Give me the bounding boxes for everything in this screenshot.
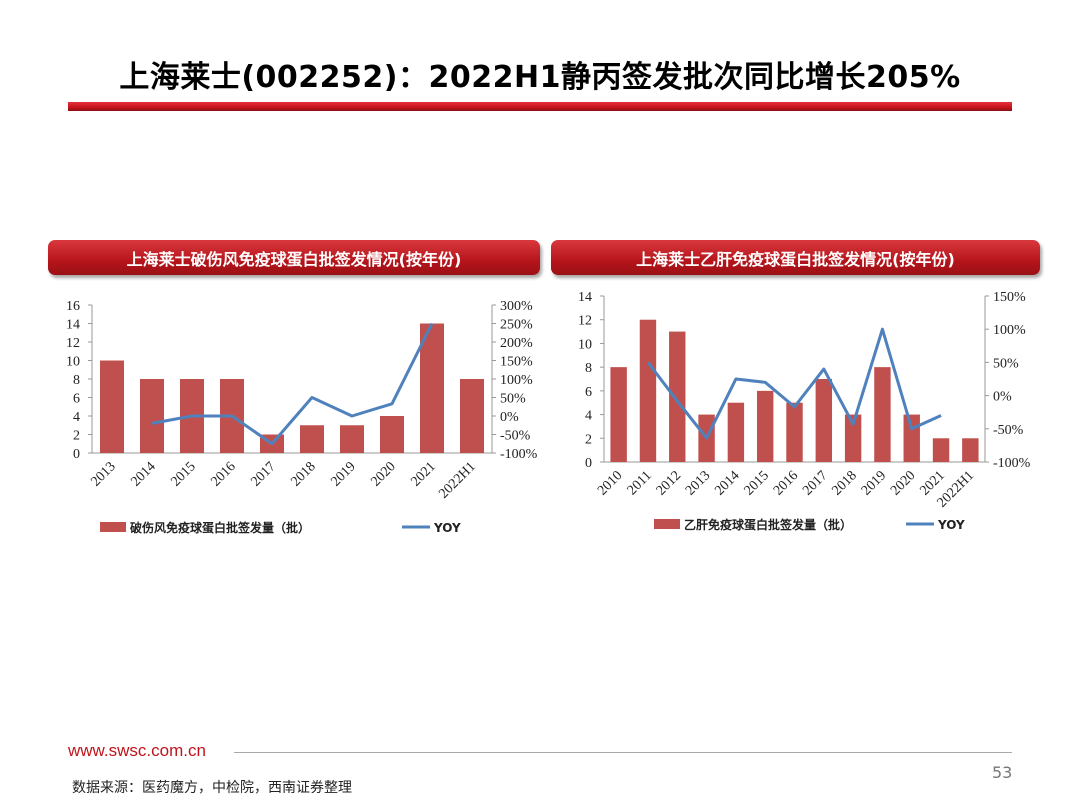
chart2-legend-bar-swatch bbox=[654, 519, 680, 529]
chart1-y2-tick-label: 150% bbox=[500, 355, 533, 370]
chart2-x-tick-label: 2011 bbox=[625, 468, 655, 498]
chart2-bar bbox=[639, 319, 657, 462]
chart1-y-tick-label: 8 bbox=[73, 373, 80, 388]
chart2-x-tick-label: 2018 bbox=[830, 468, 860, 498]
chart1-y-tick-label: 14 bbox=[66, 318, 80, 333]
chart1-y-tick-label: 4 bbox=[73, 410, 80, 425]
chart2-y-tick-label: 14 bbox=[578, 290, 592, 305]
chart1-y-tick-label: 6 bbox=[73, 392, 80, 407]
chart2-y-tick-label: 12 bbox=[578, 314, 592, 329]
chart2-y2-tick-label: -100% bbox=[993, 456, 1031, 471]
page-number: 53 bbox=[992, 763, 1013, 782]
chart1-y2-tick-label: 100% bbox=[500, 373, 533, 388]
chart2-x-tick-label: 2015 bbox=[742, 468, 772, 498]
footer-url[interactable]: www.swsc.com.cn bbox=[68, 741, 206, 760]
chart1-bar bbox=[340, 425, 364, 453]
chart1-y2-tick-label: 300% bbox=[500, 299, 533, 314]
chart1-bar bbox=[380, 416, 404, 453]
chart1-bar bbox=[100, 360, 124, 453]
chart2-x-tick-label: 2020 bbox=[888, 468, 918, 498]
chart1-y2-tick-label: 50% bbox=[500, 392, 526, 407]
chart1-y2-tick-label: 0% bbox=[500, 410, 519, 425]
chart2-x-tick-label: 2014 bbox=[712, 468, 742, 498]
chart2-legend-line-label: YOY bbox=[937, 518, 965, 532]
chart2-y2-tick-label: 100% bbox=[993, 323, 1026, 338]
chart1-bar bbox=[420, 323, 444, 453]
chart1-y-tick-label: 2 bbox=[73, 429, 80, 444]
chart1-yoy-line bbox=[151, 322, 434, 446]
data-source-note: 数据来源：医药魔方，中检院，西南证券整理 bbox=[72, 780, 352, 796]
chart2-bar bbox=[756, 390, 774, 462]
footer-divider bbox=[234, 752, 1012, 753]
title-divider bbox=[68, 102, 1012, 111]
chart2-x-tick-label: 2017 bbox=[800, 468, 830, 498]
chart2-y-tick-label: 2 bbox=[585, 432, 592, 447]
chart2-bar bbox=[727, 402, 745, 462]
chart-2-title: 上海莱士乙肝免疫球蛋白批签发情况(按年份) bbox=[551, 240, 1040, 275]
chart2-y2-tick-label: -50% bbox=[993, 423, 1024, 438]
chart1-bar bbox=[300, 425, 324, 453]
chart-1-title: 上海莱士破伤风免疫球蛋白批签发情况(按年份) bbox=[48, 240, 540, 275]
chart1-y-tick-label: 0 bbox=[73, 447, 80, 462]
chart2-y-tick-label: 10 bbox=[578, 337, 592, 352]
chart2-y2-tick-label: 150% bbox=[993, 290, 1026, 305]
chart1-y2-tick-label: 200% bbox=[500, 336, 533, 351]
chart2-y-tick-label: 6 bbox=[585, 385, 592, 400]
chart1-legend-bar-label: 破伤风免疫球蛋白批签发量（批） bbox=[130, 520, 310, 535]
chart2-bar bbox=[962, 438, 979, 462]
chart2-y2-tick-label: 50% bbox=[993, 356, 1019, 371]
chart1-y2-tick-label: -50% bbox=[500, 429, 531, 444]
chart2-x-tick-label: 2016 bbox=[771, 468, 801, 498]
chart1-bar bbox=[460, 379, 484, 453]
chart1-legend-line-label: YOY bbox=[433, 521, 461, 535]
chart1-y2-tick-label: 250% bbox=[500, 318, 533, 333]
chart1-legend-bar-swatch bbox=[100, 522, 126, 532]
chart2-bar bbox=[932, 438, 950, 462]
chart2-bar bbox=[844, 414, 862, 462]
chart1-y-tick-label: 16 bbox=[66, 299, 80, 314]
chart2-bar bbox=[786, 402, 803, 462]
chart1-y-tick-label: 12 bbox=[66, 336, 80, 351]
chart2-bar bbox=[815, 379, 833, 462]
chart2-bar bbox=[903, 414, 920, 462]
chart2-bar bbox=[610, 367, 627, 462]
chart2-bar bbox=[669, 331, 686, 462]
chart2-x-tick-label: 2013 bbox=[683, 468, 713, 498]
chart2-y-tick-label: 4 bbox=[585, 409, 592, 424]
chart2-x-tick-label: 2019 bbox=[859, 468, 889, 498]
chart2-y2-tick-label: 0% bbox=[993, 390, 1012, 405]
chart2-y-tick-label: 0 bbox=[585, 456, 592, 471]
chart2-x-tick-label: 2012 bbox=[654, 468, 684, 498]
chart2-y-tick-label: 8 bbox=[585, 361, 592, 376]
chart2-x-tick-label: 2010 bbox=[595, 468, 625, 498]
chart1-y2-tick-label: -100% bbox=[500, 447, 538, 462]
page-title: 上海莱士(002252)：2022H1静丙签发批次同比增长205% bbox=[119, 60, 961, 95]
chart1-bar bbox=[140, 379, 164, 453]
chart2-bar bbox=[874, 367, 891, 462]
chart1-y-tick-label: 10 bbox=[66, 355, 80, 370]
chart2-legend-bar-label: 乙肝免疫球蛋白批签发量（批） bbox=[684, 517, 852, 532]
